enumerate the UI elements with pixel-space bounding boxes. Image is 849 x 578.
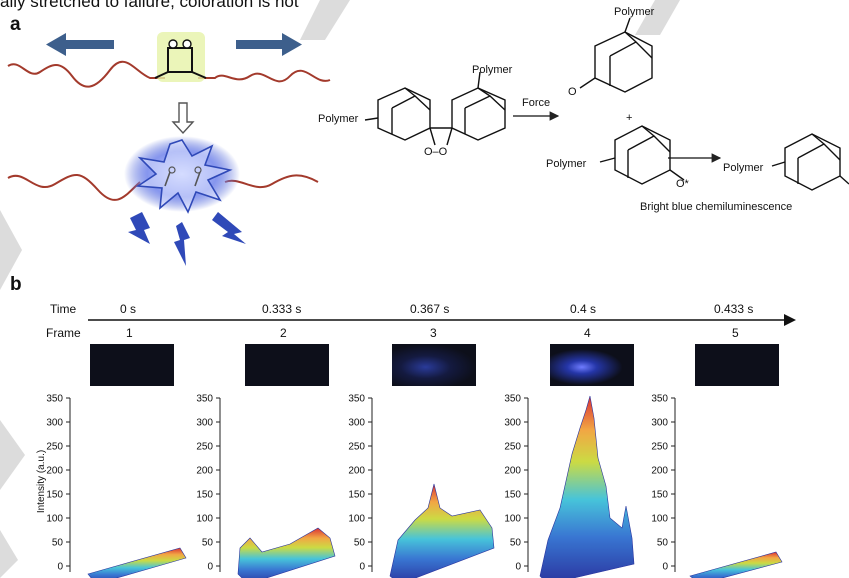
time-value: 0.333 s (262, 302, 302, 316)
left-pull-arrow (46, 33, 114, 56)
y-tick-label: 100 (651, 514, 668, 525)
y-tick-label: 50 (354, 538, 366, 549)
y-tick-label: 250 (651, 442, 668, 453)
y-tick-label: 300 (504, 418, 521, 429)
polymer-chain-top (7, 60, 165, 88)
y-tick-label: 200 (46, 466, 63, 477)
surface-plot-1: 350 300 250 200 150 100 50 0 (46, 394, 71, 573)
intensity-surface-3 (389, 483, 495, 578)
y-tick-label: 100 (504, 514, 521, 525)
y-tick-label: 200 (651, 466, 668, 477)
adamantylidene-dioxetane (364, 71, 506, 146)
surface-plot-4: 350 300 250 200 150 100 50 0 (504, 394, 529, 573)
intensity-surface-4 (539, 395, 635, 578)
y-tick-label: 300 (348, 418, 365, 429)
panel-b-label: b (10, 274, 22, 295)
intensity-surface-5 (689, 551, 783, 578)
y-tick-label: 50 (52, 538, 64, 549)
lightning-bolts (128, 212, 246, 266)
y-tick-label: 100 (196, 514, 213, 525)
y-tick-label: 100 (348, 514, 365, 525)
y-tick-label: 0 (662, 562, 668, 573)
ketone-oxygen-label: O (568, 86, 577, 98)
adamantanone-excited (599, 125, 685, 185)
frame-number: 1 (126, 326, 133, 340)
burst-shape (135, 139, 233, 214)
time-row-label: Time (50, 302, 77, 316)
force-label: Force (522, 97, 551, 109)
y-tick-label: 250 (348, 442, 365, 453)
frame-row-label: Frame (46, 326, 81, 340)
frame-number: 4 (584, 326, 591, 340)
polymer-chain-bottom (7, 174, 141, 201)
polymer-label-top: Polymer (472, 64, 513, 76)
y-tick-label: 300 (196, 418, 213, 429)
surface-plot-3: 350 300 250 200 150 100 50 0 (348, 394, 373, 573)
y-tick-label: 350 (504, 394, 521, 405)
intensity-surface-plots: 350 300 250 200 150 100 50 0 350 300 250 200 150 100 5… (46, 394, 783, 578)
y-tick-label: 200 (196, 466, 213, 477)
time-value: 0 s (120, 302, 137, 316)
y-tick-label: 0 (515, 562, 521, 573)
y-tick-label: 250 (196, 442, 213, 453)
y-tick-label: 300 (46, 418, 63, 429)
frame-number: 3 (430, 326, 437, 340)
adamantanone-ground (771, 133, 849, 191)
polymer-label-final: Polymer (723, 162, 764, 174)
time-value: 0.433 s (714, 302, 754, 316)
surface-plot-2: 350 300 250 200 150 100 50 0 (196, 394, 221, 573)
frame-number: 5 (732, 326, 739, 340)
plus-sign: + (626, 112, 633, 124)
y-tick-label: 150 (196, 490, 213, 501)
right-pull-arrow (236, 33, 302, 56)
y-tick-label: 0 (359, 562, 365, 573)
y-tick-label: 100 (46, 514, 63, 525)
frame-number: 2 (280, 326, 287, 340)
y-tick-label: 150 (504, 490, 521, 501)
frame-image-1 (90, 344, 174, 386)
y-tick-label: 50 (657, 538, 669, 549)
intensity-surface-2 (237, 527, 336, 578)
polymer-label-excited: Polymer (546, 158, 587, 170)
y-tick-label: 200 (348, 466, 365, 477)
y-tick-label: 150 (651, 490, 668, 501)
frame-image-5 (695, 344, 779, 386)
y-tick-label: 350 (651, 394, 668, 405)
y-tick-label: 250 (504, 442, 521, 453)
chemiluminescence-caption: Bright blue chemiluminescence (640, 201, 793, 213)
peroxide-label: O–O (424, 146, 448, 158)
polymer-label-left: Polymer (318, 113, 359, 125)
polymer-label-product: Polymer (614, 6, 655, 18)
y-tick-label: 350 (196, 394, 213, 405)
frame-image-2 (245, 344, 329, 386)
y-tick-label: 350 (46, 394, 63, 405)
time-axis-arrow (88, 314, 796, 326)
surface-plot-5: 350 300 250 200 150 100 50 0 (651, 394, 676, 573)
y-tick-label: 350 (348, 394, 365, 405)
panel-a-label: a (10, 14, 21, 35)
intensity-surface-1 (87, 547, 187, 578)
time-value: 0.367 s (410, 302, 450, 316)
y-tick-label: 50 (202, 538, 214, 549)
y-tick-label: 0 (57, 562, 63, 573)
truncated-body-text: ally stretched to failure, coloration is… (0, 0, 299, 11)
y-tick-label: 150 (348, 490, 365, 501)
y-tick-label: 150 (46, 490, 63, 501)
frame-image-4 (550, 344, 634, 386)
panel-a-scheme (7, 17, 849, 266)
frame-image-3 (392, 344, 476, 386)
y-tick-label: 300 (651, 418, 668, 429)
y-tick-label: 0 (207, 562, 213, 573)
hollow-down-arrow (171, 102, 195, 135)
adamantanone-top (579, 17, 653, 93)
time-value: 0.4 s (570, 302, 597, 316)
excited-oxygen-label: O* (676, 178, 689, 190)
y-tick-label: 250 (46, 442, 63, 453)
y-tick-label: 50 (510, 538, 522, 549)
y-tick-label: 200 (504, 466, 521, 477)
